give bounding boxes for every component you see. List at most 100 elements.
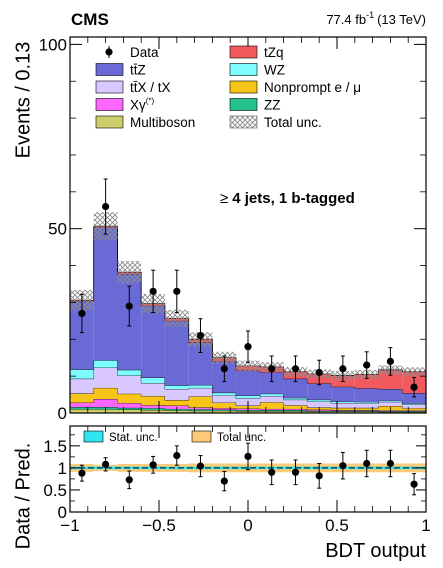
stack-ZZ-bin [259,410,284,412]
y-tick-label: 100 [39,35,67,54]
ratio-legend-item-total: Total unc. [191,430,266,444]
experiment-label: CMS [71,10,109,29]
legend-item-nonprompt: Nonprompt e / μ [229,80,361,95]
stack-nonprompt-bin [117,393,142,404]
legend-item-Xgamma: Xγ(*) [95,97,155,113]
ratio-plot-panel: 0 0.5 1 1.5 −1 −0.5 0 0.5 1 [43,425,431,535]
legend-label-tZq: tZq [264,45,284,60]
ratio-point [363,459,371,468]
legend-label-multiboson: Multiboson [130,115,195,130]
ratio-y-tick-label: 1.5 [43,437,67,456]
stack-nonprompt-bin [70,393,94,403]
stack-ttX-bin [354,403,379,408]
stack-ZZ-bin [70,407,94,410]
x-tick-label: 1 [421,516,430,535]
stack-ttX-bin [378,401,403,406]
stack-ttZ-bin [141,305,165,378]
ratio-y-tick-label: 0 [58,503,67,522]
stack-Xgamma-bin [354,410,379,411]
stack-ttZ-bin [93,227,118,361]
stack-WZ-bin [402,403,426,405]
legend-label-ttX: tt̄X / tX [130,80,171,95]
legend-item-ttX: tt̄X / tX [95,80,171,95]
ratio-point [78,469,86,477]
ratio-y-axis-title: Data / Pred. [12,443,34,550]
ratio-point [102,460,110,468]
legend-label-text: tZq [264,45,284,60]
stack-Xgamma-bin [70,402,94,408]
stack-Xgamma-bin [402,410,426,412]
stack-multiboson-bin [212,410,237,413]
legend-label-text: Data [130,45,159,60]
stack-WZ-bin [354,401,379,404]
lumi-exponent: -1 [366,10,374,20]
data-point [339,365,347,373]
legend-label-text: Total unc. [264,115,322,130]
stack-ZZ-bin [283,410,308,412]
ratio-point [244,452,252,461]
legend-label-text: tt̄X / tX [130,80,171,95]
stack-Xgamma-bin [188,407,213,410]
y-tick-label: 50 [48,220,67,239]
ratio-y-tick-label: 0.5 [43,481,67,500]
stack-ttZ-bin [283,378,308,398]
ratio-legend-item-stat: Stat. unc. [83,430,158,444]
stack-nonprompt-bin [283,405,308,409]
stack-ttZ-bin [307,383,332,400]
data-point [410,383,418,391]
legend-label-ZZ: ZZ [264,98,281,113]
total-unc-hatch-bin [402,367,426,377]
legend-swatch-ttX [95,80,124,94]
stack-ZZ-bin [402,411,426,412]
stack-tZq-bin [378,369,403,390]
stack-multiboson-bin [354,411,379,413]
stack-ZZ-bin [141,408,165,411]
stack-ZZ-bin [188,409,213,411]
ratio-legend-swatch-total [191,430,212,443]
annotation-symbol: ≥ [220,190,228,207]
legend-label-Xgamma: Xγ(*) [130,97,155,113]
x-tick-label: −0.5 [142,516,176,535]
stack-multiboson-bin [117,409,142,413]
total-unc-hatch-bin [117,261,142,284]
stack-ttX-group [70,367,426,409]
legend-item-ZZ: ZZ [229,98,281,113]
legend-label-text: Xγ [130,98,146,113]
data-point [268,365,276,373]
legend-hatch-swatch [229,115,258,129]
stack-ttZ-bin [378,389,403,401]
legend-data-marker [105,48,113,56]
legend-item-ttZ: tt̄Z [95,63,146,78]
stack-ttZ-bin [236,370,260,396]
stack-multiboson-bin [259,411,284,413]
stack-WZ-bin [70,369,94,379]
stack-ttZ-bin [402,393,426,404]
stack-multiboson-bin [283,411,308,413]
total-unc-hatch-bin [164,309,189,327]
stack-WZ-bin [331,401,355,404]
ratio-point [339,462,347,470]
legend: Data tZq tt̄Z WZ tt̄X / tX Nonprompt e / μ Xγ(… [95,45,361,130]
ratio-point [268,468,276,476]
ratio-point [125,476,133,484]
legend-item-unc: Total unc. [229,115,322,130]
y-axis-title: Events / 0.13 [12,42,34,159]
stack-WZ-bin [236,395,260,399]
stack-WZ-bin [283,397,308,400]
ratio-point [196,462,205,470]
category-annotation: ≥4 jets, 1 b-tagged [220,190,355,207]
stack-nonprompt-bin [164,400,189,406]
data-point [315,368,323,377]
stack-nonprompt-bin [188,396,213,408]
stack-ttX-bin [331,403,355,408]
ratio-legend-label-stat: Stat. unc. [109,432,158,444]
stack-ttZ-bin [259,372,284,394]
legend-label-text: tt̄Z [130,63,146,78]
data-point [220,365,228,373]
stack-Xgamma-bin [283,408,308,411]
stack-WZ-bin [93,360,118,368]
ratio-legend-label-total: Total unc. [217,432,266,444]
ratio-legend: Stat. unc. Total unc. [83,430,266,444]
stack-ttX-bin [259,396,284,403]
ratio-stat-unc-band [164,466,189,470]
